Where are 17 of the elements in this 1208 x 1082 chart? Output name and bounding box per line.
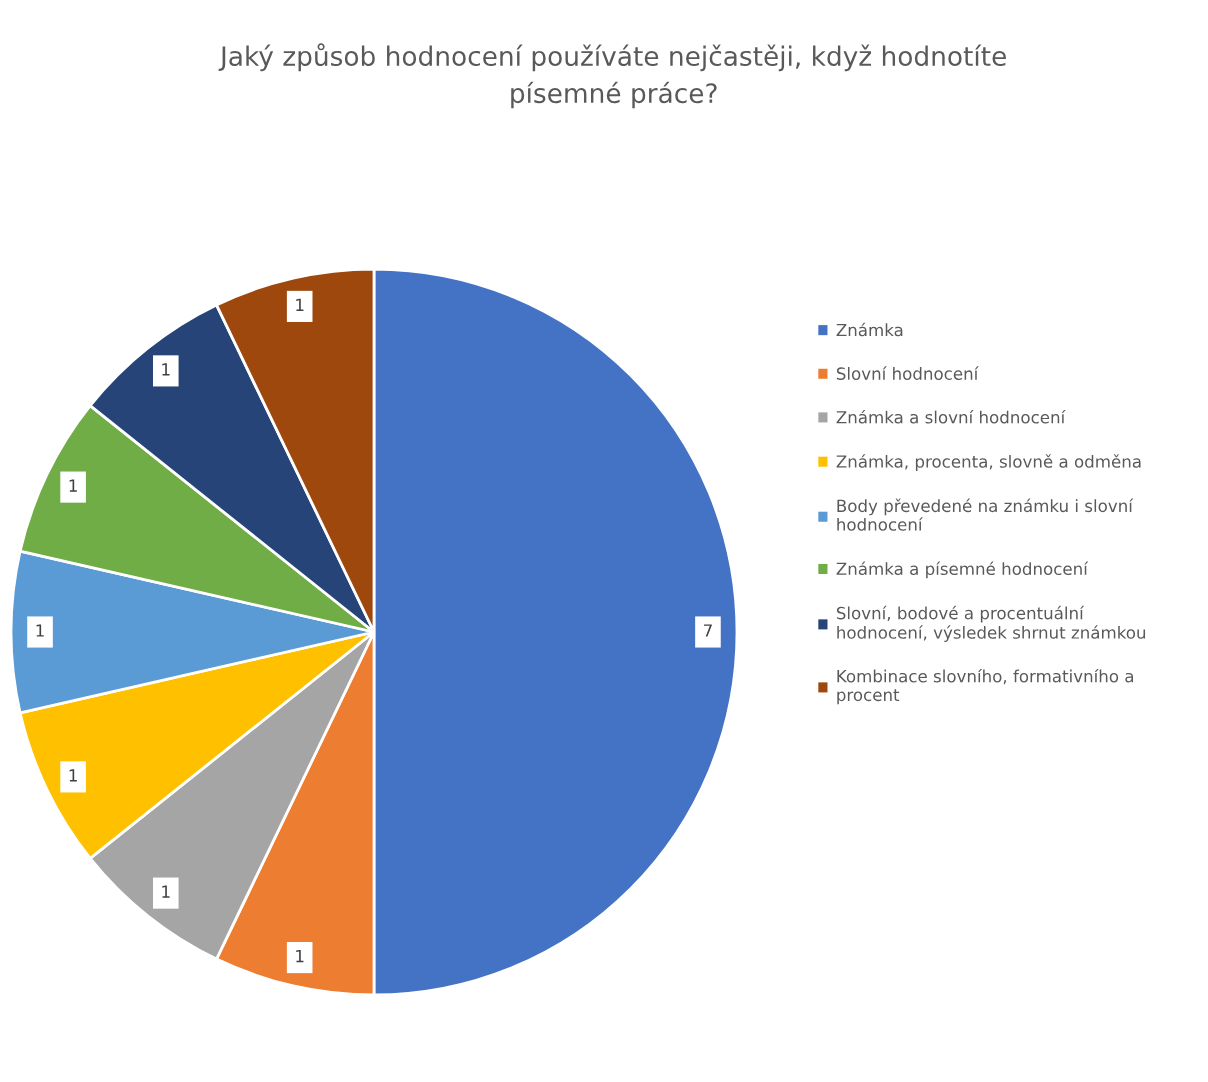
data-label: 1 [162, 363, 170, 376]
legend-label: Slovní, bodové a procentuální hodnocení, výsledek shrnut známkou [836, 605, 1146, 643]
data-label: 1 [36, 624, 44, 637]
legend-label: Známka [836, 322, 903, 337]
legend-label: Kombinace slovního, formativního a procent [837, 668, 1134, 705]
legend-label: Slovní hodnocení [836, 366, 979, 380]
data-label: 1 [69, 479, 77, 492]
data-label: 1 [296, 298, 304, 311]
legend-label: Známka a písemné hodnocení [836, 561, 1089, 579]
legend-label: Známka a slovní hodnocení [836, 409, 1066, 424]
data-label: 7 [704, 624, 712, 637]
data-label: 1 [296, 950, 304, 963]
legend-label: Body převedené na známku i slovní hodnocení [837, 498, 1134, 531]
data-label: 1 [162, 885, 170, 898]
data-label: 1 [69, 769, 77, 782]
chart-title: Jaký způsob hodnocení používáte nejčastěji, když hodnotíte písemné práce? [218, 43, 1006, 109]
legend-label: Známka, procenta, slovně a odměna [836, 454, 1141, 472]
